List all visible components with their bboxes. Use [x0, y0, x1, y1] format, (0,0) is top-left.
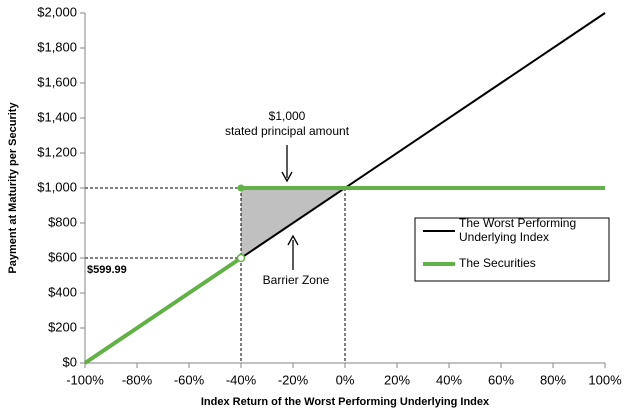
- legend-box: [414, 217, 610, 282]
- y-axis-label: Payment at Maturity per Security: [7, 102, 19, 274]
- y-tick-label: $1,600: [37, 74, 77, 89]
- legend-label-box: The Securities: [459, 256, 536, 270]
- y-tick-label: $600: [48, 249, 77, 264]
- legend-label: The Worst Performing Underlying Index: [459, 216, 577, 244]
- x-tick-label: 20%: [384, 372, 410, 387]
- annotation: stated principal amount: [225, 124, 350, 138]
- y-tick-label: $1,400: [37, 109, 77, 124]
- x-tick-label: 80%: [540, 372, 566, 387]
- x-tick-label: -40%: [226, 372, 257, 387]
- x-tick-label: 40%: [436, 372, 462, 387]
- x-tick-label: 60%: [488, 372, 514, 387]
- y-tick-label: $800: [48, 214, 77, 229]
- arrow-head: [287, 234, 299, 246]
- legend-label-box: The Worst Performing Underlying Index: [459, 216, 577, 244]
- annotation: $599.99: [87, 264, 127, 276]
- x-tick-label: -60%: [174, 372, 205, 387]
- x-tick-label: -80%: [122, 372, 153, 387]
- legend-label: The Securities: [459, 256, 536, 270]
- y-tick-label: $1,000: [37, 179, 77, 194]
- x-tick-label: 100%: [588, 372, 622, 387]
- x-tick-label: -100%: [66, 372, 104, 387]
- y-tick-label: $2,000: [37, 4, 77, 19]
- x-tick-label: 0%: [336, 372, 355, 387]
- x-axis-label: Index Return of the Worst Performing Und…: [201, 396, 490, 408]
- annotation: $1,000: [269, 109, 306, 123]
- series-line: [83, 186, 605, 365]
- x-tick-label: -20%: [278, 372, 309, 387]
- arrow-head: [281, 171, 293, 183]
- closed-marker: [237, 184, 245, 192]
- y-tick-label: $200: [48, 319, 77, 334]
- y-tick-label: $1,200: [37, 144, 77, 159]
- y-tick-label: $400: [48, 284, 77, 299]
- open-marker: [236, 253, 246, 263]
- y-tick-label: $0: [63, 354, 77, 369]
- annotation: Barrier Zone: [263, 273, 330, 287]
- y-tick-label: $1,800: [37, 39, 77, 54]
